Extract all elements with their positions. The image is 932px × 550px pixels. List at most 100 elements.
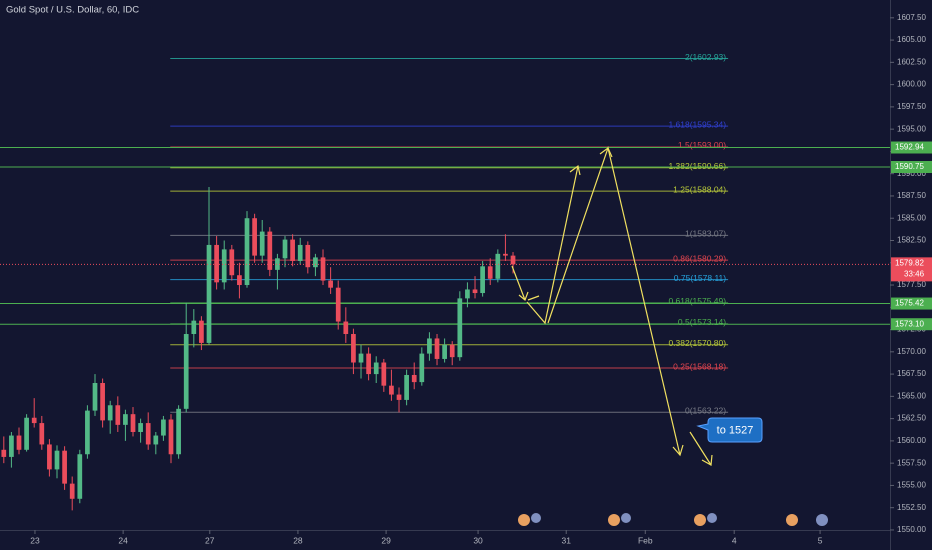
candle-body [85, 410, 90, 455]
candle-body [161, 419, 166, 436]
candle-body [480, 266, 485, 294]
y-tick-label: 1582.50 [897, 236, 926, 245]
event-icon [518, 514, 530, 526]
candle-body [267, 231, 273, 270]
callout-text: to 1527 [717, 424, 754, 436]
candle-body [411, 374, 417, 383]
callout: to 1527 [696, 417, 763, 443]
y-tick-label: 1607.50 [897, 13, 926, 22]
arrowhead [518, 291, 529, 302]
candle-body [153, 435, 159, 445]
fib-label: 1.382(1590.66) [668, 161, 726, 171]
arrow [689, 431, 712, 466]
arrow [526, 165, 579, 325]
candle-body [191, 320, 197, 335]
candle-body [404, 374, 409, 400]
candle-body [31, 417, 37, 424]
candle-body [92, 382, 98, 411]
fib-label: 0.382(1570.80) [668, 338, 726, 348]
candle-body [168, 419, 174, 455]
candle-body [62, 450, 67, 484]
event-icon [707, 513, 717, 523]
x-tick-label: 5 [818, 535, 823, 545]
candle-body [487, 266, 493, 279]
event-icon [608, 514, 620, 526]
candle-body [282, 239, 288, 259]
y-tick-label: 1605.00 [897, 35, 926, 44]
candle-body [237, 275, 242, 286]
candle-body [145, 423, 151, 445]
x-tick-label: Feb [638, 535, 653, 545]
price-label: 1590.75 [895, 162, 924, 171]
event-icon [531, 513, 541, 523]
arrowhead [599, 147, 613, 158]
candle-body [335, 287, 341, 322]
candle-body [427, 338, 432, 354]
candle-body [107, 405, 113, 421]
candle-body [373, 362, 379, 375]
x-tick-label: 31 [561, 535, 571, 545]
candle-body [24, 417, 29, 450]
candle-body [115, 405, 121, 425]
fib-label: 0.5(1573.14) [678, 317, 726, 327]
candle-body [275, 258, 280, 270]
x-tick-label: 29 [381, 535, 391, 545]
candle-body [313, 257, 318, 268]
candle-body [47, 444, 52, 470]
fib-label: 1.618(1595.34) [668, 119, 726, 129]
candle-body [259, 231, 265, 256]
candle-body [77, 454, 83, 499]
forecast-arrows [511, 145, 713, 466]
x-tick-label: 24 [118, 535, 128, 545]
candle-body [39, 423, 45, 445]
candle-body [503, 253, 508, 256]
candle-body [214, 244, 219, 283]
candle-body [343, 321, 349, 335]
arrowhead [701, 454, 713, 466]
candle-body [305, 244, 311, 268]
fib-label: 0.618(1575.49) [668, 296, 726, 306]
candle-body [419, 353, 425, 383]
y-tick-label: 1567.50 [897, 369, 926, 378]
price-label-box [891, 141, 932, 154]
candle-body [130, 414, 136, 432]
price-label: 1575.42 [895, 299, 924, 308]
price-label-box [891, 297, 932, 310]
candle-body [366, 353, 371, 375]
arrowhead [672, 444, 684, 457]
y-tick-label: 1585.00 [897, 213, 926, 222]
countdown: 33:46 [904, 269, 925, 278]
candle-body [199, 320, 204, 343]
fib-label: 0(1563.22) [685, 405, 726, 415]
y-tick-label: 1557.50 [897, 458, 926, 467]
candle-body [123, 414, 128, 425]
y-tick-label: 1550.00 [897, 525, 926, 534]
y-tick-label: 1555.00 [897, 481, 926, 490]
candle-body [9, 435, 14, 457]
fib-label: 0.75(1578.11) [674, 273, 726, 283]
last-price-label: 1579.82 [895, 258, 924, 267]
candle-body [495, 253, 501, 279]
event-icon [694, 514, 706, 526]
event-icons [518, 513, 828, 526]
y-tick-label: 1590.00 [897, 169, 926, 178]
y-tick-label: 1565.00 [897, 391, 926, 400]
candle-body [297, 244, 303, 261]
arrow [527, 295, 540, 301]
candle-body [54, 450, 60, 470]
candle-body [442, 344, 447, 359]
fib-label: 0.25(1568.18) [673, 361, 726, 371]
y-tick-label: 1602.50 [897, 57, 926, 66]
candle-body [16, 435, 22, 450]
candle-body [457, 298, 463, 358]
price-label-box [891, 318, 932, 331]
candle-body [389, 385, 394, 395]
price-label: 1592.94 [895, 143, 924, 152]
y-tick-label: 1562.50 [897, 414, 926, 423]
candle-body [206, 244, 212, 343]
candle-body [138, 423, 143, 432]
candle-body [183, 334, 189, 409]
event-icon [786, 514, 798, 526]
